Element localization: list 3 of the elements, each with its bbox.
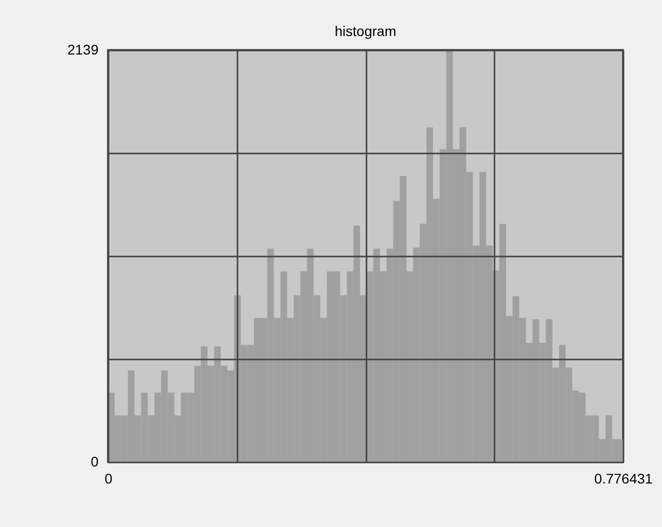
x-tick-label: 0.776431: [594, 470, 653, 486]
chart-title: histogram: [334, 23, 396, 39]
y-tick-label: 2139: [67, 42, 99, 58]
